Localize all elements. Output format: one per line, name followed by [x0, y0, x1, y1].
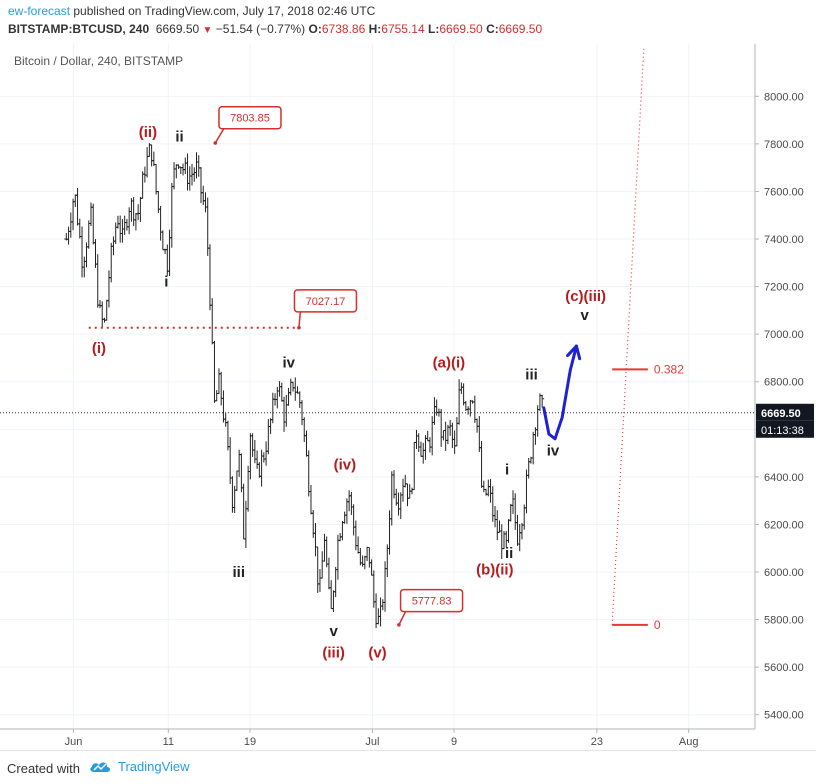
wave-label: iv	[282, 354, 295, 371]
callout-box	[218, 105, 282, 130]
down-arrow-icon: ▼	[202, 25, 213, 36]
wave-label: (b)(ii)	[476, 561, 513, 578]
y-tick-label: 6400.00	[764, 472, 804, 484]
callout-pointer	[298, 309, 302, 328]
y-tick-label: 5600.00	[764, 662, 804, 674]
x-tick-label: 19	[244, 736, 256, 748]
x-tick-label: 9	[451, 736, 457, 748]
callout-anchor	[397, 623, 401, 627]
open-label: O:	[308, 22, 322, 36]
x-tick-label: Jul	[365, 736, 379, 748]
wave-label: (ii)	[139, 124, 157, 141]
wave-label: ii	[505, 545, 513, 562]
y-tick-label: 5800.00	[764, 615, 804, 627]
x-tick-label: 11	[163, 736, 174, 748]
wave-label: (iv)	[334, 457, 357, 474]
chart-title: Bitcoin / Dollar, 240, BITSTAMP	[14, 54, 183, 68]
fib-trend-line	[611, 48, 645, 625]
wave-label: (a)(i)	[433, 354, 466, 371]
fib-level-label: 0.382	[654, 362, 684, 376]
y-tick-label: 7200.00	[764, 282, 804, 294]
wave-label: iv	[547, 442, 560, 459]
tradingview-brand: TradingView	[118, 758, 190, 774]
author-link[interactable]: ew-forecast	[8, 4, 71, 18]
last-price-tag-text: 6669.50	[761, 408, 801, 420]
y-tick-label: 5400.00	[764, 710, 804, 722]
price-change: −51.54 (−0.77%)	[215, 22, 306, 36]
y-tick-label: 6200.00	[764, 519, 804, 531]
y-tick-label: 7800.00	[764, 139, 804, 151]
callout-anchor	[213, 141, 218, 145]
callout-box	[293, 289, 358, 313]
symbol-info: BITSTAMP:BTCUSD, 240 6669.50 ▼ −51.54 (−…	[8, 22, 542, 36]
wave-label: i	[164, 274, 168, 291]
wave-label: v	[329, 623, 338, 640]
price-chart[interactable]: Bitcoin / Dollar, 240, BITSTAMP 0.382 0 78…	[0, 44, 816, 750]
x-tick-label: 23	[591, 736, 603, 748]
countdown-text: 01:13:38	[761, 425, 804, 437]
y-tick-label: 8000.00	[764, 91, 804, 103]
chart-header: ew-forecast published on TradingView.com…	[0, 0, 816, 44]
cloud-icon	[90, 762, 110, 772]
callout-text: 7803.85	[230, 113, 270, 125]
last-price-tag	[756, 403, 814, 421]
callout-text: 5777.83	[412, 596, 452, 608]
chart-grid	[0, 44, 755, 729]
publish-info: ew-forecast published on TradingView.com…	[8, 4, 375, 18]
price-bars	[64, 143, 545, 629]
open-value: 6738.86	[321, 22, 366, 36]
low-label: L:	[428, 22, 440, 36]
high-label: H:	[368, 22, 382, 36]
fib-level-label: 0	[654, 618, 661, 632]
wave-label: iii	[232, 564, 245, 581]
chart-axes: 5400.00 5600.00 5800.00 6000.00 6200.00 6400.…	[0, 44, 814, 748]
symbol-name[interactable]: BITSTAMP:BTCUSD, 240	[8, 22, 150, 36]
y-tick-label: 6800.00	[764, 377, 804, 389]
low-value: 6669.50	[439, 22, 483, 36]
wave-label: (i)	[92, 340, 106, 357]
y-tick-label: 6000.00	[764, 567, 804, 579]
published-text: published on TradingView.com, July 17, 2…	[73, 4, 376, 18]
callout-anchor	[297, 325, 301, 330]
close-label: C:	[486, 22, 499, 36]
wave-label: ii	[175, 129, 183, 146]
y-tick-label: 7400.00	[764, 234, 804, 246]
projection-arrow-head	[566, 344, 582, 361]
tradingview-logo[interactable]: TradingView	[88, 758, 190, 774]
projection-arrow	[542, 344, 578, 441]
wave-label: (v)	[368, 645, 386, 662]
x-tick-label: Jun	[65, 736, 83, 748]
footer: Created with TradingView	[0, 750, 816, 784]
wave-label: (c)(iii)	[565, 288, 606, 305]
last-price: 6669.50	[155, 22, 200, 36]
wave-label: v	[580, 307, 589, 324]
callout-text: 7027.17	[306, 296, 346, 308]
wave-label: (iii)	[322, 645, 345, 662]
wave-label: iii	[525, 366, 538, 383]
high-value: 6755.14	[381, 22, 425, 36]
y-tick-label: 7600.00	[764, 186, 804, 198]
created-with-text: Created with	[7, 761, 80, 776]
x-tick-label: Aug	[679, 736, 699, 748]
callout-box	[399, 588, 464, 613]
close-value: 6669.50	[498, 22, 543, 36]
y-tick-label: 7000.00	[764, 329, 804, 341]
countdown-tag	[756, 420, 814, 438]
wave-label: i	[505, 462, 509, 479]
